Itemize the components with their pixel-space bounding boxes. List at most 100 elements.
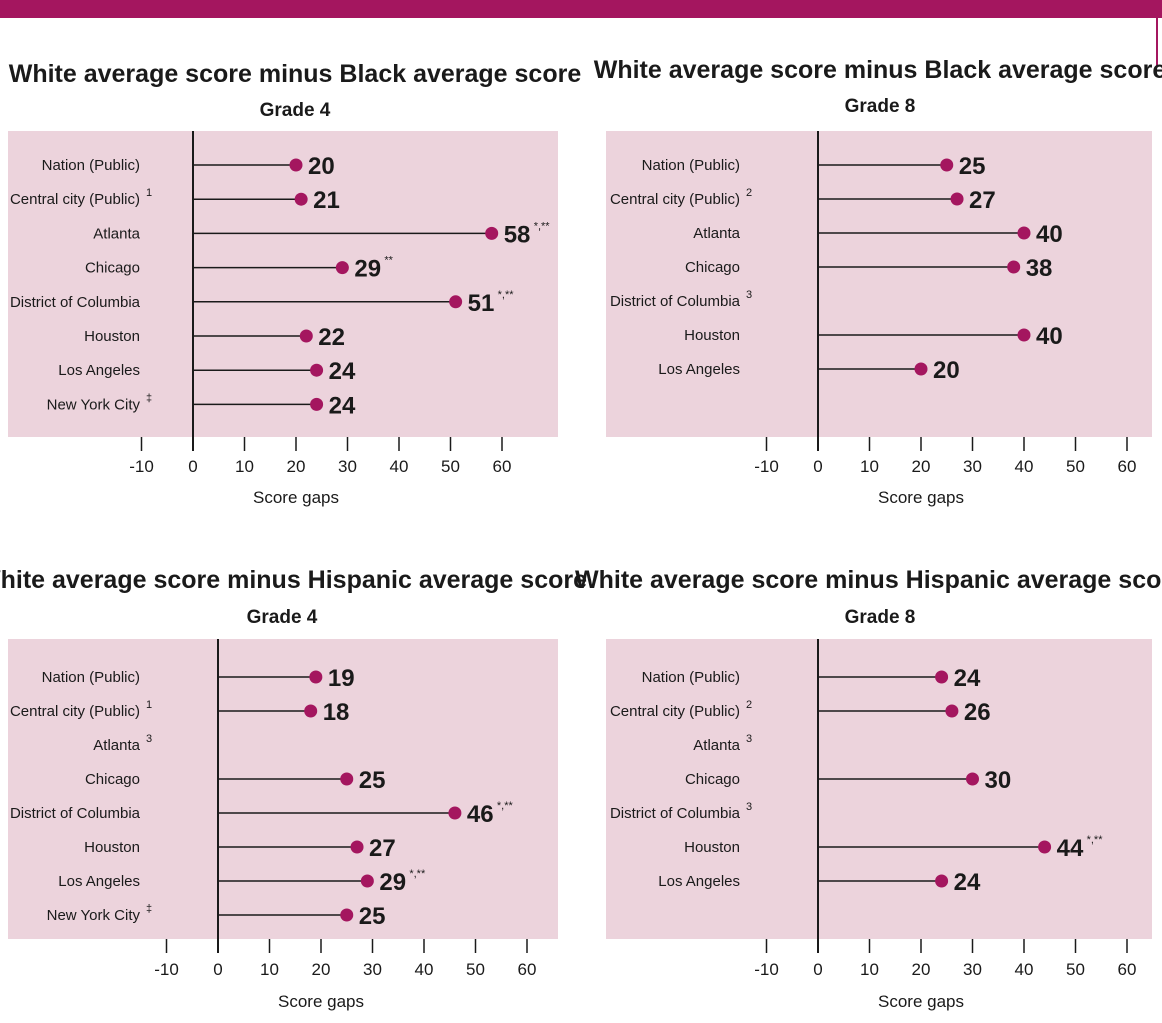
chart-subtitle: Grade 8 <box>845 607 916 628</box>
x-tick-label: 60 <box>1118 960 1137 979</box>
plot-background <box>606 639 1152 939</box>
x-tick-label: 0 <box>188 457 197 476</box>
category-footnote: 3 <box>746 733 752 745</box>
value-label: 27 <box>369 835 396 862</box>
category-label: Nation (Public) <box>642 669 740 686</box>
value-label: 25 <box>959 153 986 180</box>
data-point <box>1038 840 1052 854</box>
x-tick-label: 20 <box>287 457 306 476</box>
category-label: Chicago <box>685 259 740 276</box>
chart-title: White average score minus Black average … <box>594 56 1162 84</box>
chart-panel-1: White average score minus Black average … <box>8 60 581 507</box>
plot-background <box>8 639 558 939</box>
x-tick-label: -10 <box>129 457 154 476</box>
data-point <box>1017 328 1031 342</box>
x-tick-label: 20 <box>312 960 331 979</box>
x-tick-label: 30 <box>963 457 982 476</box>
data-point <box>335 261 349 275</box>
category-label: District of Columbia <box>10 805 141 822</box>
header-accent-bar <box>0 0 1162 18</box>
chart-panel-4: White average score minus Hispanic avera… <box>575 566 1162 1011</box>
value-label: 24 <box>954 665 981 692</box>
x-tick-label: 50 <box>466 960 485 979</box>
category-label: Houston <box>684 839 740 856</box>
x-tick-label: 50 <box>1066 960 1085 979</box>
category-label: Houston <box>684 327 740 344</box>
value-label: 19 <box>328 665 355 692</box>
category-label: Chicago <box>685 771 740 788</box>
category-footnote: 3 <box>746 801 752 813</box>
value-label: 27 <box>969 187 996 214</box>
data-point <box>340 772 354 786</box>
data-point <box>950 192 964 206</box>
category-label: Chicago <box>85 771 140 788</box>
x-tick-label: 0 <box>813 457 822 476</box>
value-label: 24 <box>329 392 356 419</box>
data-point <box>310 397 324 411</box>
value-label: 51 <box>468 290 495 317</box>
corner-accent-line <box>1156 18 1158 66</box>
data-point <box>449 295 463 309</box>
x-tick-label: 10 <box>860 457 879 476</box>
value-label: 20 <box>933 357 960 384</box>
x-tick-label: 40 <box>1015 960 1034 979</box>
chart-panel-3: White average score minus Hispanic avera… <box>0 566 587 1011</box>
category-footnote: 2 <box>746 699 752 711</box>
x-tick-label: 0 <box>813 960 822 979</box>
value-footnote: ** <box>384 255 393 267</box>
chart-title: White average score minus Black average … <box>9 60 582 88</box>
x-tick-label: 40 <box>1015 457 1034 476</box>
x-tick-label: 30 <box>338 457 357 476</box>
value-label: 58 <box>504 221 531 248</box>
value-label: 26 <box>964 699 991 726</box>
data-point <box>310 363 324 377</box>
category-footnote: 2 <box>746 187 752 199</box>
category-label: Nation (Public) <box>42 157 140 174</box>
x-tick-label: 10 <box>235 457 254 476</box>
x-tick-label: -10 <box>154 960 179 979</box>
category-label: Atlanta <box>693 225 740 242</box>
category-label: New York City <box>47 396 141 413</box>
chart-title: White average score minus Hispanic avera… <box>575 566 1162 594</box>
x-tick-label: -10 <box>754 960 779 979</box>
value-label: 46 <box>467 801 494 828</box>
chart-panel-2: White average score minus Black average … <box>594 56 1162 507</box>
value-label: 29 <box>354 256 381 283</box>
data-point <box>340 908 354 922</box>
category-footnote: 1 <box>146 699 152 711</box>
category-footnote: 1 <box>146 187 152 199</box>
data-point <box>485 226 499 240</box>
x-tick-label: 50 <box>1066 457 1085 476</box>
value-footnote: *,** <box>534 220 551 232</box>
x-tick-label: 40 <box>390 457 409 476</box>
x-tick-label: 30 <box>363 960 382 979</box>
value-label: 24 <box>954 869 981 896</box>
category-label: Central city (Public) <box>10 703 140 720</box>
category-label: Los Angeles <box>58 873 140 890</box>
category-label: Atlanta <box>93 225 140 242</box>
value-footnote: *,** <box>498 289 515 301</box>
x-tick-label: 60 <box>518 960 537 979</box>
value-label: 24 <box>329 358 356 385</box>
x-axis-label: Score gaps <box>278 992 364 1011</box>
x-tick-label: 10 <box>860 960 879 979</box>
x-axis-label: Score gaps <box>878 992 964 1011</box>
x-tick-label: 10 <box>260 960 279 979</box>
value-label: 22 <box>318 324 345 351</box>
value-label: 18 <box>323 699 350 726</box>
value-label: 20 <box>308 153 335 180</box>
data-point <box>935 874 949 888</box>
data-point <box>309 670 323 684</box>
category-label: Central city (Public) <box>10 191 140 208</box>
category-label: Central city (Public) <box>610 703 740 720</box>
plot-background <box>606 131 1152 437</box>
category-label: Los Angeles <box>658 361 740 378</box>
x-tick-label: 30 <box>963 960 982 979</box>
category-label: Houston <box>84 839 140 856</box>
x-tick-label: 40 <box>415 960 434 979</box>
chart-subtitle: Grade 8 <box>845 96 916 117</box>
category-label: Los Angeles <box>658 873 740 890</box>
value-label: 25 <box>359 767 386 794</box>
category-label: Nation (Public) <box>42 669 140 686</box>
category-label: Nation (Public) <box>642 157 740 174</box>
